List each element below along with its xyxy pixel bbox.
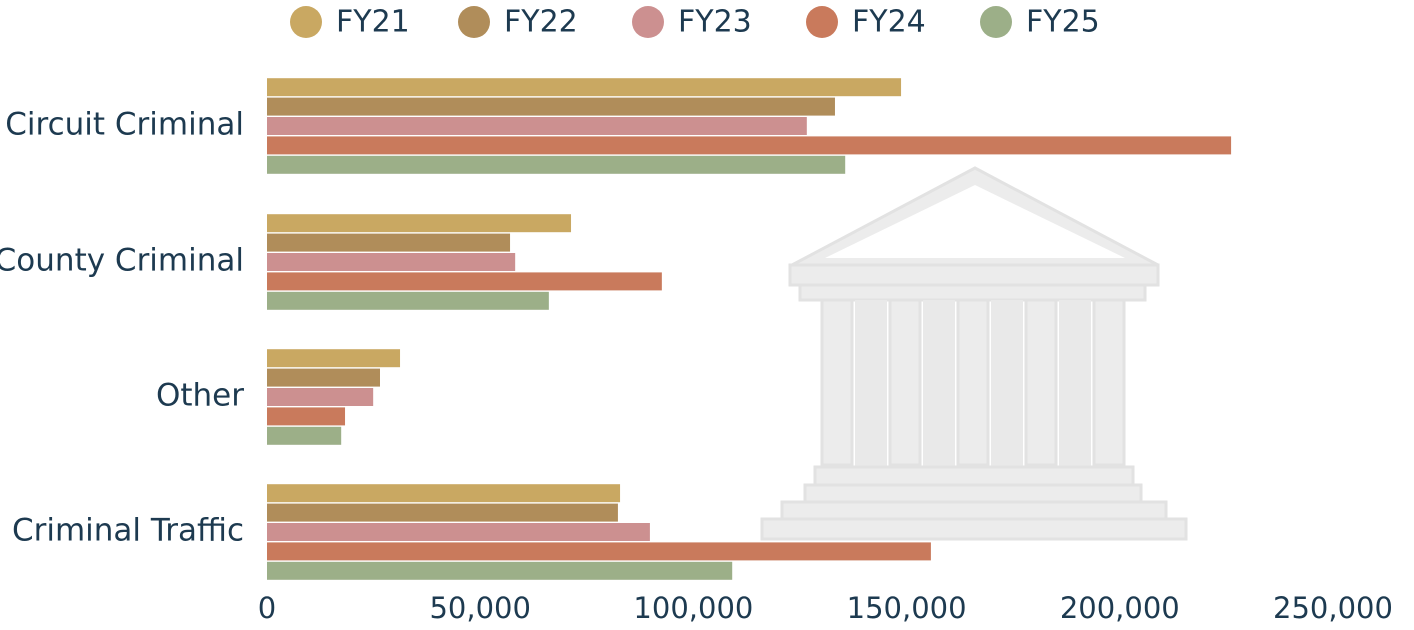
- legend-swatch: [458, 6, 490, 38]
- x-tick-label: 200,000: [1060, 591, 1180, 625]
- plot: FY21 FY22 FY23 FY24 FY25 0 50,000 100,000 150,00…: [0, 5, 1393, 626]
- category-label: Circuit Criminal: [5, 107, 244, 143]
- x-tick-label: 0: [258, 591, 276, 625]
- bar: [267, 214, 572, 233]
- bar: [267, 484, 621, 503]
- legend-swatch: [290, 6, 322, 38]
- bar: [267, 136, 1232, 155]
- category-label: Criminal Traffic: [12, 513, 244, 549]
- bar: [267, 253, 516, 271]
- legend-label: FY21: [336, 5, 410, 40]
- bar: [267, 523, 650, 541]
- bar: [267, 78, 902, 97]
- bar: [267, 117, 807, 135]
- bar: [267, 155, 846, 174]
- bar: [267, 272, 662, 291]
- category-label: Other: [156, 378, 244, 414]
- legend-swatch: [806, 6, 838, 38]
- courthouse-watermark: [760, 166, 1188, 541]
- bar: [267, 503, 618, 522]
- legend-label: FY22: [504, 5, 578, 40]
- bar: [267, 233, 511, 252]
- bar: [267, 388, 374, 406]
- bar: [267, 291, 549, 310]
- legend-label: FY23: [678, 5, 752, 40]
- legend-label: FY25: [1026, 5, 1100, 40]
- x-tick-label: 50,000: [429, 591, 530, 625]
- x-tick-label: 150,000: [847, 591, 967, 625]
- bar: [267, 349, 401, 368]
- bar: [267, 542, 931, 561]
- legend-swatch: [980, 6, 1012, 38]
- bar: [267, 368, 380, 387]
- legend-swatch: [632, 6, 664, 38]
- bar: [267, 426, 342, 445]
- bar: [267, 97, 835, 116]
- legend-label: FY24: [852, 5, 926, 40]
- bar: [267, 561, 733, 580]
- x-tick-label: 100,000: [633, 591, 753, 625]
- category-label: County Criminal: [0, 243, 244, 279]
- bar: [267, 407, 346, 426]
- x-tick-label: 250,000: [1273, 591, 1393, 625]
